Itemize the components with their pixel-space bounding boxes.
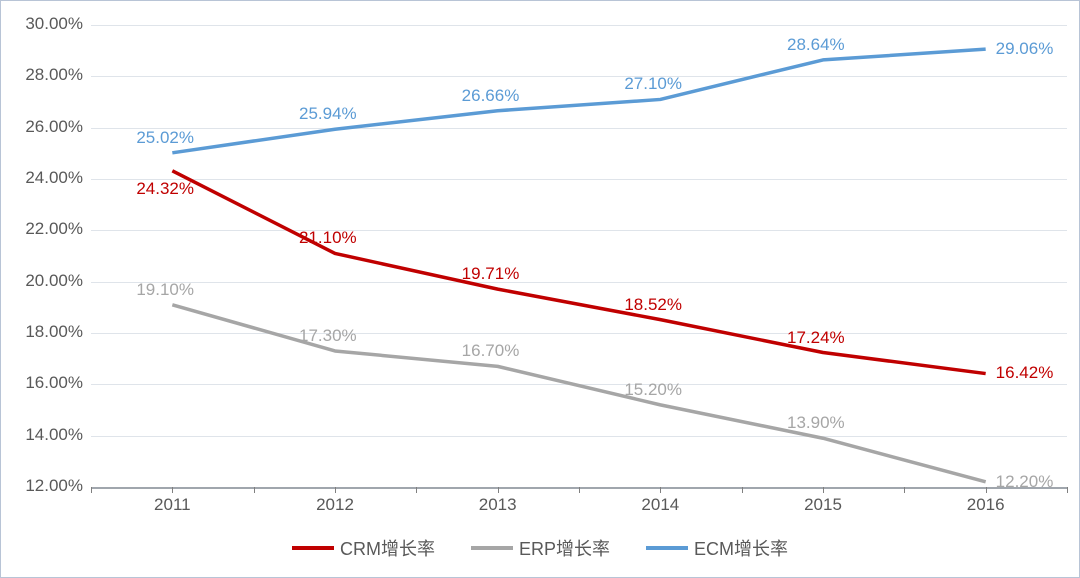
x-tick-boundary <box>742 487 743 493</box>
data-label: 18.52% <box>624 295 682 315</box>
data-label: 25.94% <box>299 104 357 124</box>
data-label: 26.66% <box>462 86 520 106</box>
series-line <box>172 49 985 153</box>
data-label: 24.32% <box>136 179 194 199</box>
y-axis-label: 14.00% <box>3 425 83 445</box>
y-axis-label: 16.00% <box>3 373 83 393</box>
legend-item: ERP增长率 <box>471 535 610 561</box>
y-axis-label: 18.00% <box>3 322 83 342</box>
legend: CRM增长率 ERP增长率 ECM增长率 <box>1 535 1079 561</box>
data-label: 21.10% <box>299 228 357 248</box>
x-tick-boundary <box>416 487 417 493</box>
series-line <box>172 171 985 374</box>
x-tick-boundary <box>91 487 92 493</box>
data-label: 12.20% <box>996 472 1054 492</box>
y-axis-label: 28.00% <box>3 65 83 85</box>
x-axis-label: 2015 <box>783 495 863 515</box>
x-tick-boundary <box>904 487 905 493</box>
data-label: 27.10% <box>624 74 682 94</box>
x-axis-label: 2012 <box>295 495 375 515</box>
x-tick-boundary <box>1067 487 1068 493</box>
data-label: 17.24% <box>787 328 845 348</box>
y-axis-label: 30.00% <box>3 14 83 34</box>
x-axis-label: 2016 <box>946 495 1026 515</box>
y-axis-label: 20.00% <box>3 271 83 291</box>
x-tick <box>335 487 336 493</box>
x-axis-label: 2011 <box>132 495 212 515</box>
legend-label: ERP增长率 <box>519 535 610 561</box>
data-label: 13.90% <box>787 413 845 433</box>
legend-item: CRM增长率 <box>292 535 435 561</box>
legend-swatch <box>471 546 513 550</box>
y-axis-label: 22.00% <box>3 219 83 239</box>
chart-container: 12.00% 14.00% 16.00% 18.00% 20.00% 22.00% 24.0… <box>0 0 1080 578</box>
data-label: 29.06% <box>996 39 1054 59</box>
legend-item: ECM增长率 <box>646 535 788 561</box>
series-lines <box>91 25 1067 487</box>
legend-swatch <box>292 546 334 550</box>
x-tick-boundary <box>579 487 580 493</box>
data-label: 16.70% <box>462 341 520 361</box>
x-axis-label: 2014 <box>620 495 700 515</box>
legend-label: ECM增长率 <box>694 535 788 561</box>
x-tick <box>986 487 987 493</box>
x-tick <box>172 487 173 493</box>
data-label: 15.20% <box>624 380 682 400</box>
legend-swatch <box>646 546 688 550</box>
data-label: 16.42% <box>996 363 1054 383</box>
y-axis-label: 12.00% <box>3 476 83 496</box>
data-label: 28.64% <box>787 35 845 55</box>
x-axis-label: 2013 <box>458 495 538 515</box>
x-tick <box>498 487 499 493</box>
data-label: 17.30% <box>299 326 357 346</box>
y-axis-label: 26.00% <box>3 117 83 137</box>
data-label: 19.10% <box>136 280 194 300</box>
y-axis-label: 24.00% <box>3 168 83 188</box>
plot-area: 12.00%14.00%16.00%18.00%20.00%22.00%24.0… <box>91 25 1067 487</box>
series-line <box>172 305 985 482</box>
data-label: 19.71% <box>462 264 520 284</box>
x-tick <box>660 487 661 493</box>
legend-label: CRM增长率 <box>340 535 435 561</box>
x-tick <box>823 487 824 493</box>
data-label: 25.02% <box>136 128 194 148</box>
x-tick-boundary <box>254 487 255 493</box>
